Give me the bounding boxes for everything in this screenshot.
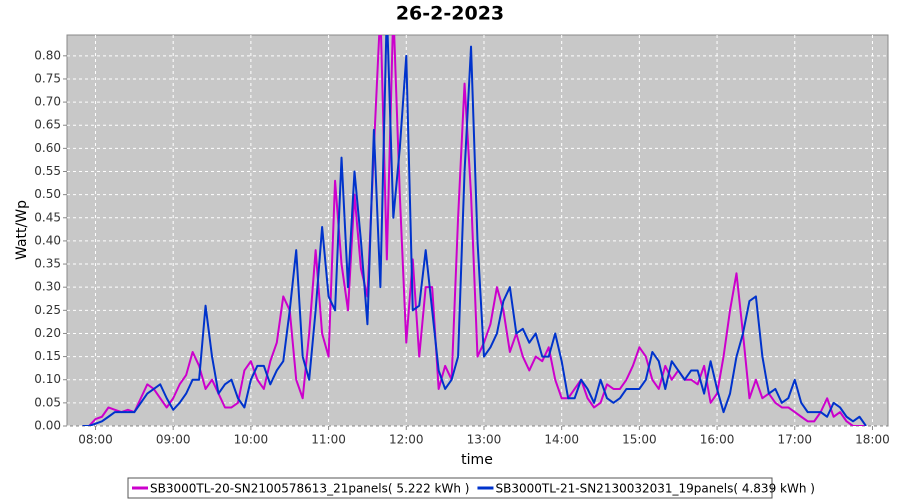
y-tick-label: 0.05 [34, 395, 61, 409]
x-tick-label: 08:00 [78, 433, 113, 447]
series-line [82, 35, 867, 426]
x-tick-label: 17:00 [777, 433, 812, 447]
y-tick-label: 0.00 [34, 419, 61, 433]
legend [127, 477, 773, 499]
y-tick-label: 0.75 [34, 71, 61, 85]
x-axis-label: time [461, 452, 493, 468]
series-lines [82, 35, 867, 426]
x-tick-label: 10:00 [234, 433, 269, 447]
x-tick-label: 15:00 [622, 433, 657, 447]
y-tick-label: 0.40 [34, 233, 61, 247]
y-axis-label: Watt/Wp [14, 200, 30, 260]
y-tick-label: 0.70 [34, 95, 61, 109]
x-tick-label: 09:00 [156, 433, 191, 447]
legend-label: SB3000TL-20-SN2100578613_21panels( 5.222… [150, 482, 469, 496]
x-tick-label: 16:00 [700, 433, 735, 447]
x-tick-label: 18:00 [855, 433, 890, 447]
y-tick-label: 0.60 [34, 141, 61, 155]
y-tick-label: 0.80 [34, 48, 61, 62]
x-tick-label: 12:00 [389, 433, 424, 447]
y-tick-label: 0.45 [34, 210, 61, 224]
y-tick-label: 0.25 [34, 303, 61, 317]
y-tick-label: 0.50 [34, 187, 61, 201]
legend-label: SB3000TL-21-SN2130032031_19panels( 4.839… [495, 482, 814, 496]
x-tick-label: 13:00 [467, 433, 502, 447]
x-tick-label: 14:00 [544, 433, 579, 447]
x-tick-label: 11:00 [311, 433, 346, 447]
y-tick-label: 0.65 [34, 118, 61, 132]
y-tick-label: 0.10 [34, 372, 61, 386]
chart-title: 26-2-2023 [396, 3, 504, 25]
y-tick-label: 0.30 [34, 280, 61, 294]
series-line [82, 35, 866, 426]
y-tick-label: 0.55 [34, 164, 61, 178]
y-tick-label: 0.35 [34, 257, 61, 271]
y-tick-label: 0.15 [34, 349, 61, 363]
y-tick-label: 0.20 [34, 326, 61, 340]
